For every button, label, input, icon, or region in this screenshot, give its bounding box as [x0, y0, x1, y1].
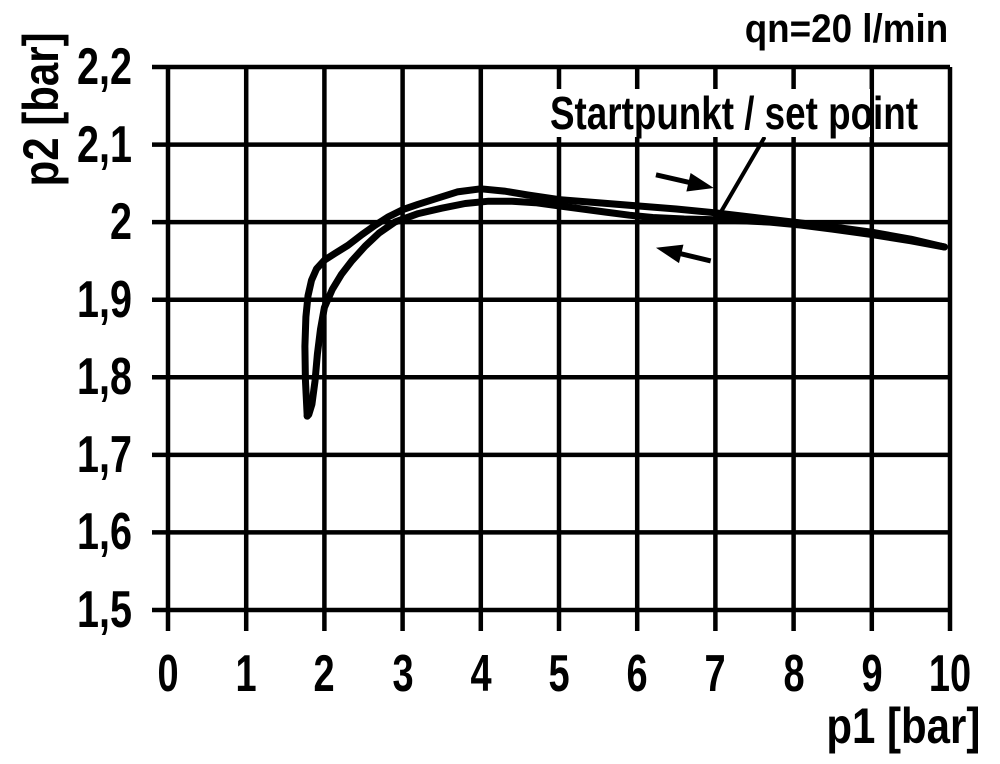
x-tick-label-0: 0: [157, 645, 179, 703]
x-tick-label-7: 7: [704, 645, 726, 703]
direction-arrow-left: [655, 244, 712, 264]
arrow-head-right-icon: [686, 172, 714, 192]
y-tick-label-1-6: 1,6: [77, 503, 132, 562]
x-tick-label-8: 8: [783, 645, 805, 703]
setpoint-annotation-text: Startpunkt / set point: [550, 87, 918, 139]
x-tick-label-5: 5: [548, 645, 570, 703]
x-tick-label-9: 9: [861, 645, 883, 703]
arrow-head-left-icon: [655, 244, 684, 264]
y-tick-label-1-7: 1,7: [77, 425, 132, 484]
x-tick-label-3: 3: [392, 645, 414, 703]
setpoint-callout-line: [718, 136, 766, 215]
x-tick-label-6: 6: [626, 645, 648, 703]
y-tick-label-1-5: 1,5: [77, 580, 132, 639]
setpoint-annotation: Startpunkt / set point: [504, 89, 918, 137]
x-tick-label-1: 1: [235, 645, 257, 703]
curve-pressure-increasing: [301, 185, 948, 420]
grid: [152, 64, 953, 631]
x-tick-label-4: 4: [470, 645, 492, 703]
y-tick-label-1-9: 1,9: [77, 270, 132, 329]
curve-pressure-decreasing: [303, 197, 948, 420]
x-axis-label: p1 [bar]: [825, 698, 980, 754]
x-tick-label-2: 2: [313, 645, 335, 703]
flow-rate-annotation: qn=20 l/min: [744, 7, 948, 51]
y-tick-label-2-2: 2,2: [77, 38, 132, 96]
y-tick-label-2: 2: [110, 193, 132, 252]
direction-arrow-right: [655, 172, 714, 192]
y-tick-label-1-8: 1,8: [77, 348, 132, 407]
y-tick-label-2-1: 2,1: [77, 115, 132, 174]
x-tick-label-10: 10: [928, 645, 972, 703]
